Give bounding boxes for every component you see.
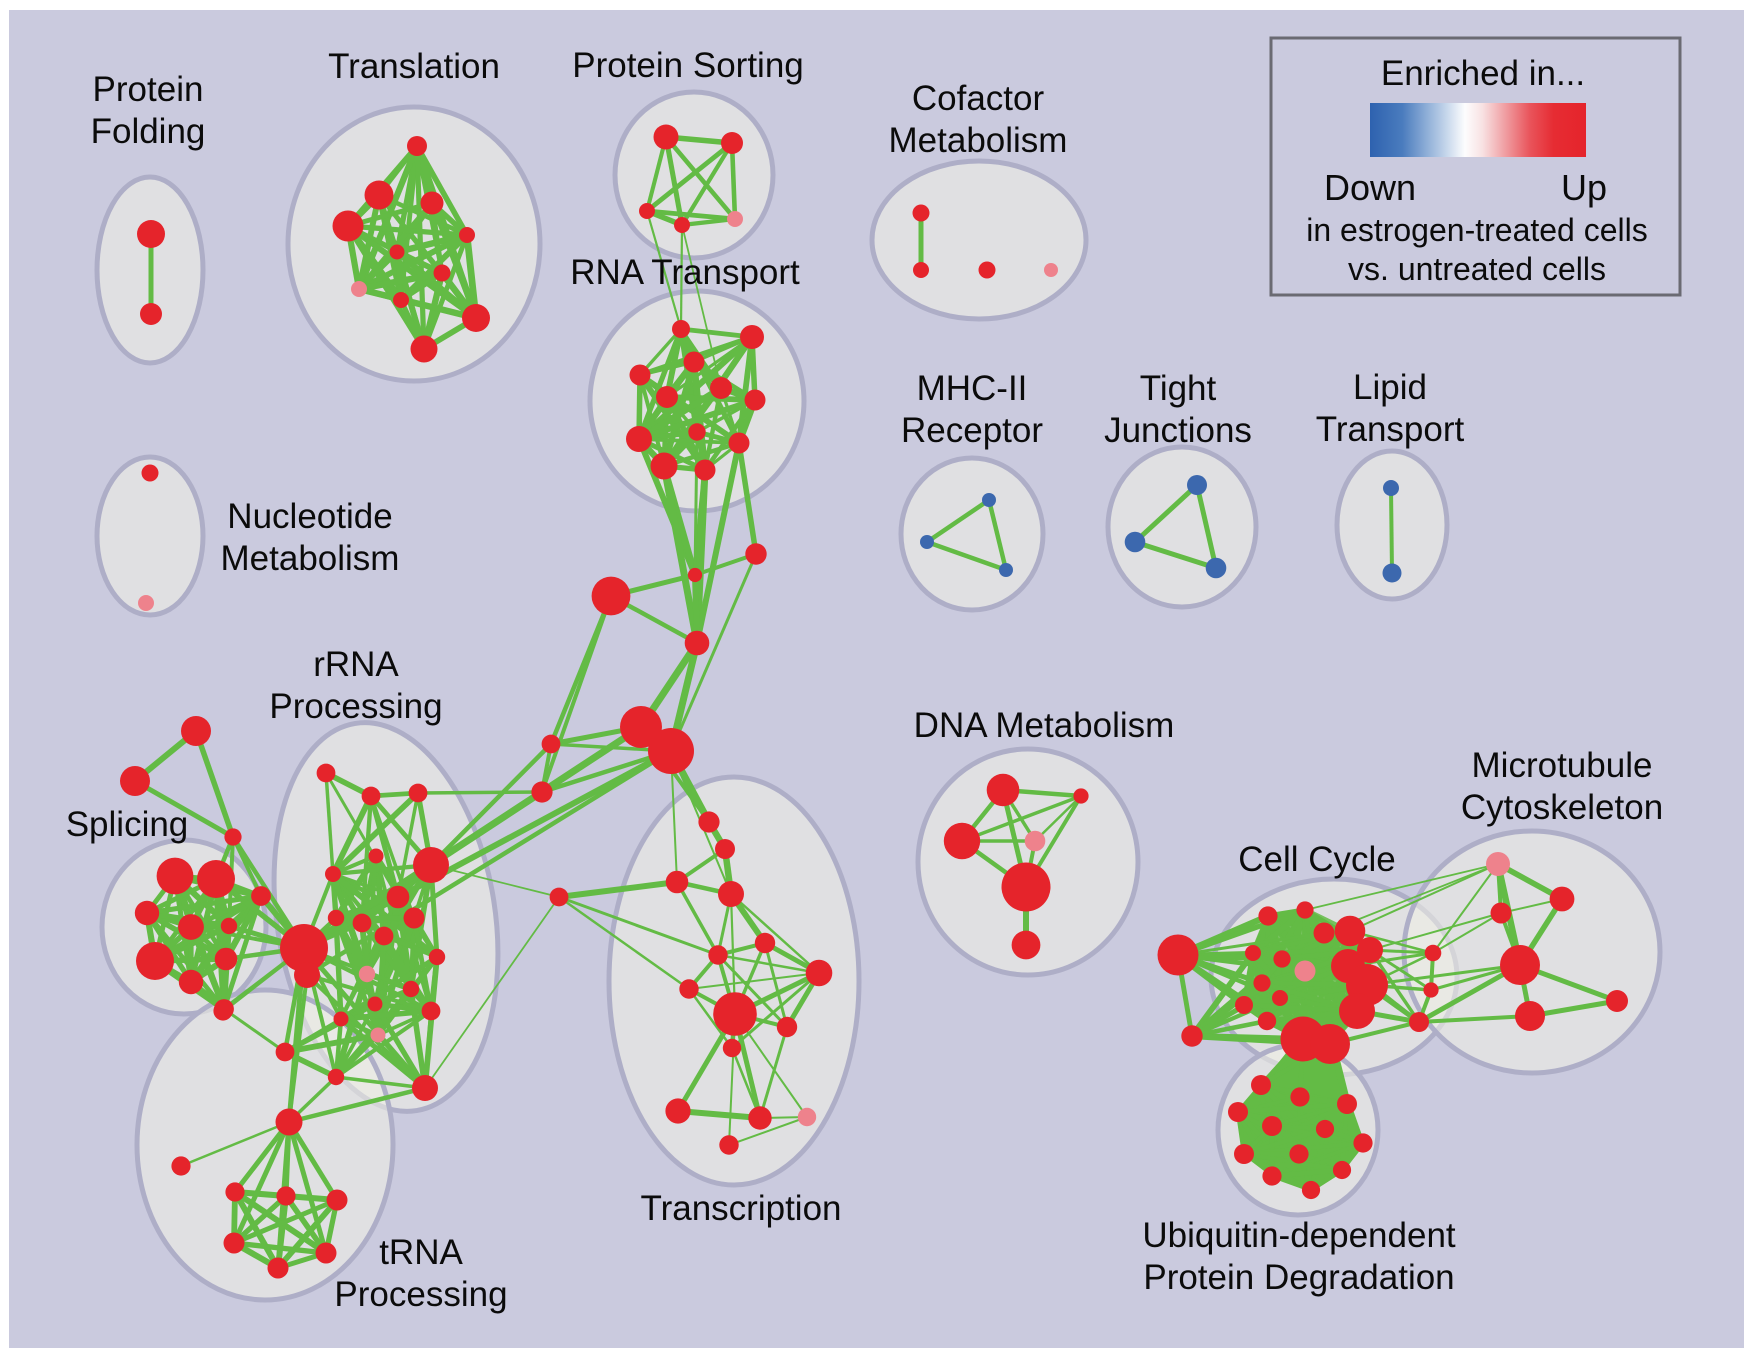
svg-text:Processing: Processing (269, 687, 442, 726)
svg-text:Nucleotide: Nucleotide (227, 497, 392, 536)
svg-text:Ubiquitin-dependent: Ubiquitin-dependent (1142, 1216, 1456, 1255)
svg-text:Cytoskeleton: Cytoskeleton (1461, 788, 1663, 827)
svg-text:vs. untreated cells: vs. untreated cells (1348, 251, 1606, 287)
svg-text:Transcription: Transcription (641, 1189, 842, 1228)
svg-text:Metabolism: Metabolism (889, 121, 1068, 160)
svg-text:Tight: Tight (1140, 369, 1217, 408)
svg-text:MHC-II: MHC-II (917, 369, 1028, 408)
svg-text:rRNA: rRNA (313, 645, 399, 684)
svg-text:Up: Up (1561, 167, 1607, 208)
svg-text:Lipid: Lipid (1353, 368, 1427, 407)
svg-text:Protein: Protein (93, 70, 204, 109)
svg-text:DNA Metabolism: DNA Metabolism (914, 706, 1175, 745)
svg-text:Protein Degradation: Protein Degradation (1143, 1258, 1454, 1297)
svg-text:Transport: Transport (1316, 410, 1465, 449)
svg-text:Enriched in...: Enriched in... (1381, 54, 1585, 93)
svg-text:Receptor: Receptor (901, 411, 1043, 450)
svg-text:Junctions: Junctions (1104, 411, 1252, 450)
svg-text:in estrogen-treated cells: in estrogen-treated cells (1306, 212, 1648, 248)
svg-text:Cofactor: Cofactor (912, 79, 1045, 118)
svg-text:tRNA: tRNA (379, 1233, 463, 1272)
svg-text:Translation: Translation (328, 47, 500, 86)
svg-text:RNA Transport: RNA Transport (570, 253, 800, 292)
svg-text:Protein Sorting: Protein Sorting (572, 46, 804, 85)
svg-text:Metabolism: Metabolism (221, 539, 400, 578)
svg-text:Cell Cycle: Cell Cycle (1238, 840, 1396, 879)
svg-text:Processing: Processing (334, 1275, 507, 1314)
svg-text:Down: Down (1324, 167, 1416, 208)
svg-text:Splicing: Splicing (66, 805, 189, 844)
svg-text:Folding: Folding (91, 112, 206, 151)
svg-text:Microtubule: Microtubule (1472, 746, 1653, 785)
